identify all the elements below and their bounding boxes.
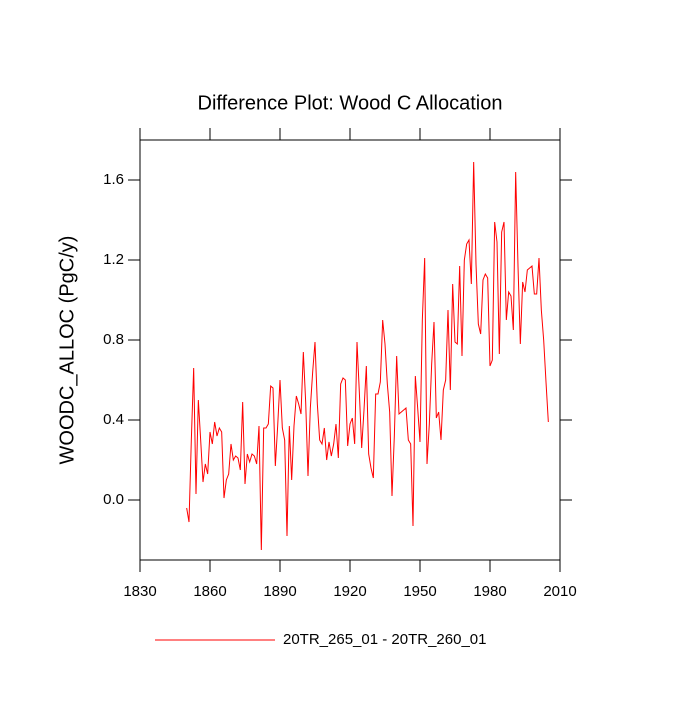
y-tick-label: 1.6 bbox=[103, 171, 124, 188]
x-tick-label: 1920 bbox=[333, 583, 366, 600]
y-tick-label: 1.2 bbox=[103, 251, 124, 268]
legend-label: 20TR_265_01 - 20TR_260_01 bbox=[283, 631, 486, 648]
x-tick-label: 2010 bbox=[543, 583, 576, 600]
x-tick-label: 1950 bbox=[403, 583, 436, 600]
chart-title: Difference Plot: Wood C Allocation bbox=[198, 92, 503, 114]
data-line bbox=[186, 161, 549, 551]
y-tick-label: 0.4 bbox=[103, 411, 124, 428]
y-tick-label: 0.0 bbox=[103, 491, 124, 508]
x-tick-label: 1830 bbox=[123, 583, 156, 600]
y-axis-label: WOODC_ALLOC (PgC/y) bbox=[56, 236, 78, 465]
y-tick-label: 0.8 bbox=[103, 331, 124, 348]
x-tick-label: 1980 bbox=[473, 583, 506, 600]
x-tick-label: 1890 bbox=[263, 583, 296, 600]
x-tick-label: 1860 bbox=[193, 583, 226, 600]
